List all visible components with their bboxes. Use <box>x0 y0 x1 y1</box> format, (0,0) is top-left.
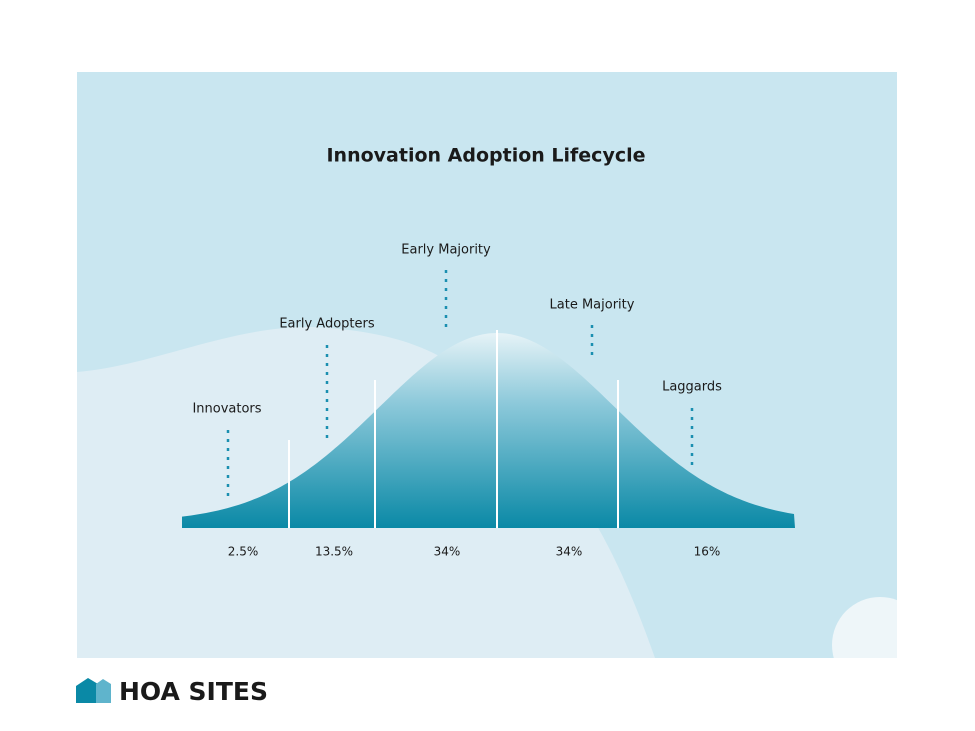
corner-blob <box>832 597 897 658</box>
segment-share: 16% <box>694 545 721 559</box>
title: Innovation Adoption Lifecycle <box>326 145 645 167</box>
segment-label: Late Majority <box>550 298 635 313</box>
segment-share: 34% <box>434 545 461 559</box>
segment-share: 34% <box>556 545 583 559</box>
segment-label: Early Adopters <box>279 317 375 332</box>
segment-label: Laggards <box>662 380 722 395</box>
bell-curve <box>182 333 795 528</box>
segment-label: Innovators <box>192 402 261 417</box>
segment-label: Early Majority <box>401 243 491 258</box>
logo: HOA SITES <box>76 677 268 706</box>
brand: HOA SITES <box>119 677 268 706</box>
segment-share: 13.5% <box>315 545 353 559</box>
dividers <box>288 330 619 528</box>
segment-share: 2.5% <box>228 545 259 559</box>
